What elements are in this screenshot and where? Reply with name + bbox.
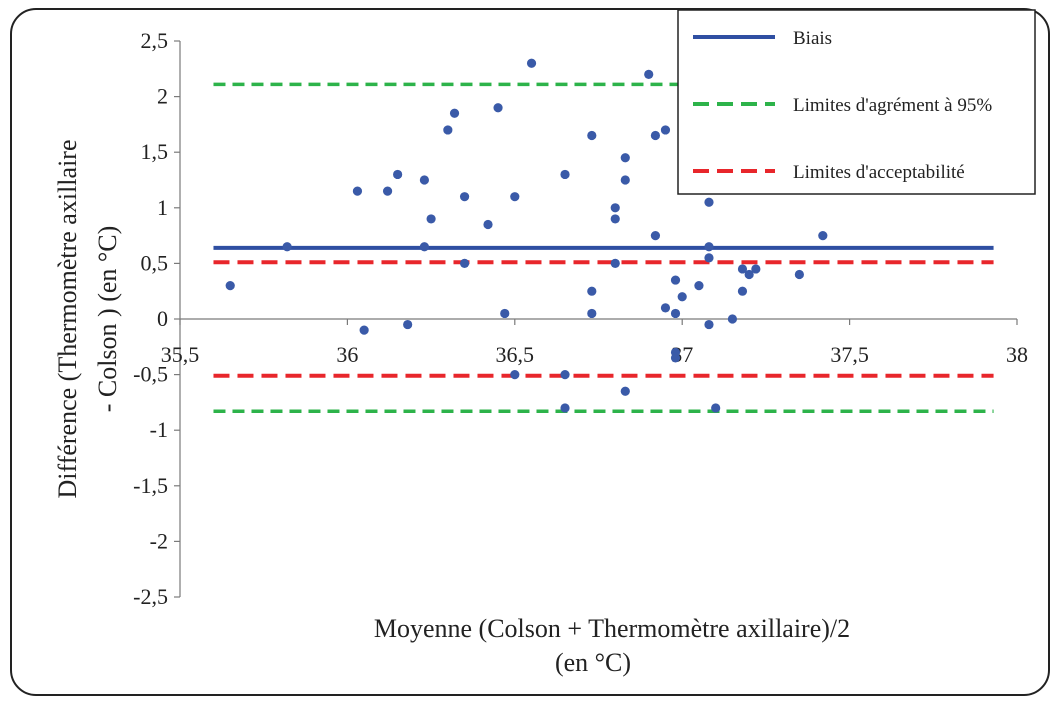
data-point bbox=[510, 192, 520, 202]
legend-box bbox=[677, 9, 1036, 195]
data-point bbox=[818, 231, 828, 241]
data-point bbox=[610, 258, 620, 268]
data-point bbox=[459, 192, 470, 202]
data-point bbox=[426, 214, 436, 224]
data-point bbox=[644, 69, 654, 79]
data-point bbox=[359, 325, 369, 335]
data-point bbox=[704, 253, 714, 263]
data-point bbox=[677, 292, 687, 302]
data-point bbox=[419, 175, 430, 185]
data-point bbox=[660, 303, 671, 313]
data-point bbox=[650, 130, 661, 141]
data-point bbox=[744, 269, 754, 280]
y-tick-label: 1,5 bbox=[141, 139, 169, 164]
data-point bbox=[610, 214, 620, 224]
data-point bbox=[610, 203, 620, 213]
x-tick-label: 37,5 bbox=[830, 342, 869, 367]
data-point bbox=[403, 319, 413, 330]
data-point bbox=[419, 242, 430, 252]
legend-label: Limites d'acceptabilité bbox=[793, 162, 965, 183]
data-point bbox=[510, 370, 520, 380]
y-tick-label: -1,5 bbox=[133, 473, 168, 498]
data-point bbox=[620, 386, 630, 396]
y-tick-label: 2,5 bbox=[141, 28, 169, 53]
x-tick-label: 36,5 bbox=[496, 342, 535, 367]
y-tick-label: -0,5 bbox=[133, 362, 168, 387]
data-point bbox=[704, 319, 714, 330]
data-point bbox=[704, 242, 714, 252]
x-tick-label: 36 bbox=[336, 342, 358, 367]
data-point bbox=[483, 219, 493, 230]
data-point bbox=[704, 197, 714, 207]
y-tick-label: -2 bbox=[150, 528, 168, 553]
data-point bbox=[443, 125, 453, 135]
data-point bbox=[449, 108, 460, 118]
data-point bbox=[282, 242, 292, 252]
data-point bbox=[382, 186, 393, 196]
data-point bbox=[737, 264, 748, 274]
data-point bbox=[670, 275, 681, 285]
y-axis-title-line-1: Différence (Thermomètre axillaire bbox=[53, 140, 82, 499]
data-point bbox=[560, 403, 570, 413]
data-point bbox=[526, 58, 537, 68]
data-point bbox=[587, 308, 597, 319]
y-tick-label: 2 bbox=[157, 84, 168, 109]
data-point bbox=[727, 314, 738, 324]
data-point bbox=[352, 186, 363, 196]
data-point bbox=[670, 308, 681, 319]
y-axis-title-line-2: - Colson ) (en °C) bbox=[93, 226, 122, 413]
legend-label: Limites d'agrément à 95% bbox=[793, 95, 992, 116]
data-point bbox=[560, 169, 570, 180]
data-point bbox=[694, 281, 704, 291]
x-axis-title-line-2: (en °C) bbox=[555, 648, 631, 677]
data-point bbox=[620, 153, 630, 163]
data-point bbox=[751, 264, 761, 274]
data-point bbox=[560, 370, 570, 380]
data-point bbox=[711, 403, 721, 413]
data-point bbox=[620, 175, 630, 185]
data-point bbox=[737, 286, 748, 296]
x-tick-label: 38 bbox=[1006, 342, 1028, 367]
y-tick-label: -1 bbox=[150, 417, 168, 442]
y-tick-label: -2,5 bbox=[133, 584, 168, 609]
data-point bbox=[493, 103, 503, 113]
y-tick-label: 0,5 bbox=[141, 250, 169, 275]
y-tick-label: 0 bbox=[157, 306, 168, 331]
data-point bbox=[670, 353, 681, 363]
data-point bbox=[393, 169, 403, 180]
data-point bbox=[225, 281, 235, 291]
y-tick-label: 1 bbox=[157, 195, 168, 220]
data-point bbox=[794, 269, 804, 280]
data-point bbox=[587, 286, 597, 296]
data-point bbox=[459, 258, 470, 268]
data-point bbox=[500, 308, 510, 319]
x-tick-label: 35,5 bbox=[161, 342, 200, 367]
data-point bbox=[587, 130, 597, 141]
x-axis-title-line-1: Moyenne (Colson + Thermomètre axillaire)… bbox=[374, 614, 850, 643]
data-point bbox=[650, 231, 661, 241]
legend-label: Biais bbox=[793, 28, 832, 49]
data-point bbox=[660, 125, 671, 135]
